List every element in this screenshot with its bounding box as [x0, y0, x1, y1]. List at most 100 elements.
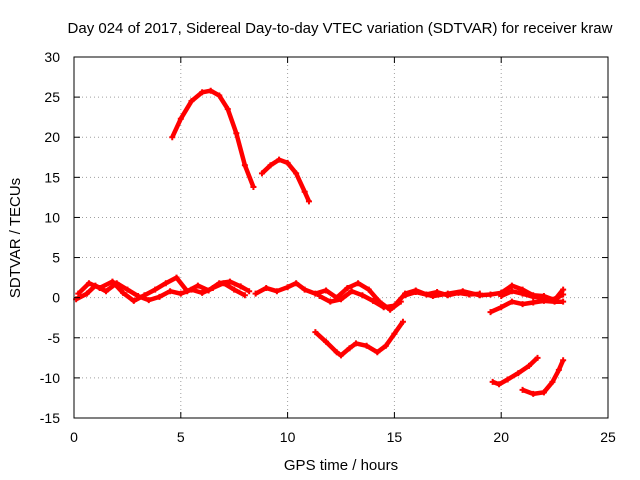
data-point: [241, 162, 248, 169]
data-point: [346, 345, 353, 352]
data-point: [355, 280, 362, 287]
y-tick-label: 15: [44, 169, 60, 185]
data-point: [75, 290, 82, 297]
data-point: [402, 292, 409, 299]
data-point: [316, 293, 323, 300]
data-point: [103, 288, 110, 295]
data-point: [489, 378, 496, 385]
series-line: [491, 356, 540, 387]
data-point: [560, 298, 567, 305]
data-point: [555, 366, 562, 373]
data-point: [226, 278, 233, 285]
data-point: [156, 293, 163, 300]
y-tick-label: 25: [44, 89, 60, 105]
data-point: [205, 287, 212, 294]
data-point: [258, 170, 265, 177]
data-point: [530, 299, 537, 306]
data-point: [549, 378, 556, 385]
data-point: [237, 283, 244, 290]
series-arc-neg-1: [312, 318, 406, 359]
data-point: [496, 381, 503, 388]
data-point: [301, 188, 308, 195]
data-point: [391, 330, 398, 337]
data-point: [293, 280, 300, 287]
series-near-zero-g: [498, 288, 567, 303]
data-point: [363, 342, 370, 349]
data-point: [487, 291, 494, 298]
data-point: [293, 170, 300, 177]
data-point: [391, 302, 398, 309]
series-line: [313, 320, 405, 358]
data-point: [216, 92, 223, 99]
data-point: [199, 289, 206, 296]
data-point: [188, 98, 195, 105]
data-point: [459, 288, 466, 295]
data-point: [359, 292, 366, 299]
y-tick-label: 20: [44, 129, 60, 145]
data-point: [96, 285, 103, 292]
data-point: [216, 280, 223, 287]
data-point: [498, 304, 505, 311]
data-point: [508, 298, 515, 305]
y-tick-label: 30: [44, 49, 60, 65]
grid: [74, 57, 608, 418]
plot-frame: [73, 56, 609, 419]
data-point: [323, 287, 330, 294]
data-point: [199, 89, 206, 96]
series-near-zero-c: [252, 280, 404, 313]
data-point: [284, 159, 291, 166]
data-point: [399, 318, 406, 325]
data-point: [152, 286, 159, 293]
series-line: [170, 88, 256, 188]
data-point: [252, 290, 259, 297]
data-point: [241, 292, 248, 299]
data-point: [560, 357, 567, 364]
data-point: [382, 342, 389, 349]
y-tick-label: 10: [44, 209, 60, 225]
data-point: [534, 354, 541, 361]
series-arc-neg-3: [519, 357, 567, 397]
x-tick-label: 20: [493, 429, 509, 445]
data-point: [130, 297, 137, 304]
x-tick-label: 25: [600, 429, 616, 445]
data-point: [263, 285, 270, 292]
data-point: [177, 115, 184, 122]
ticks: 0 5 10 15 20 25 -15 -10 -5 0 5 10 15 20 25 30: [40, 49, 616, 445]
data-point: [246, 288, 253, 295]
data-point: [173, 274, 180, 281]
data-point: [348, 288, 355, 295]
data-point: [525, 362, 532, 369]
y-tick-label: -5: [48, 330, 61, 346]
data-point: [145, 297, 152, 304]
x-tick-label: 5: [177, 429, 185, 445]
data-point: [370, 297, 377, 304]
data-point: [207, 87, 214, 94]
data-point: [233, 130, 240, 137]
data-point: [498, 293, 505, 300]
data-point: [540, 294, 547, 301]
data-point: [519, 290, 526, 297]
data-point: [284, 284, 291, 291]
data-point: [273, 288, 280, 295]
data-point: [540, 389, 547, 396]
x-tick-label: 10: [280, 429, 296, 445]
series-arc-neg-2: [489, 354, 541, 388]
data-point: [412, 289, 419, 296]
data-point: [120, 289, 127, 296]
data-point: [167, 288, 174, 295]
x-tick-label: 0: [70, 429, 78, 445]
data-point: [365, 286, 372, 293]
data-point: [551, 296, 558, 303]
data-point: [267, 162, 274, 169]
data-point: [560, 291, 567, 298]
series-near-zero-b: [75, 274, 253, 304]
series-arc-high-1: [169, 87, 257, 190]
data-point: [305, 198, 312, 205]
data-point: [374, 349, 381, 356]
series-arc-high-2: [258, 156, 312, 205]
data-point: [444, 290, 451, 297]
data-point: [231, 286, 238, 293]
x-axis-label: GPS time / hours: [284, 457, 398, 474]
data-point: [169, 134, 176, 141]
data-point: [508, 282, 515, 289]
